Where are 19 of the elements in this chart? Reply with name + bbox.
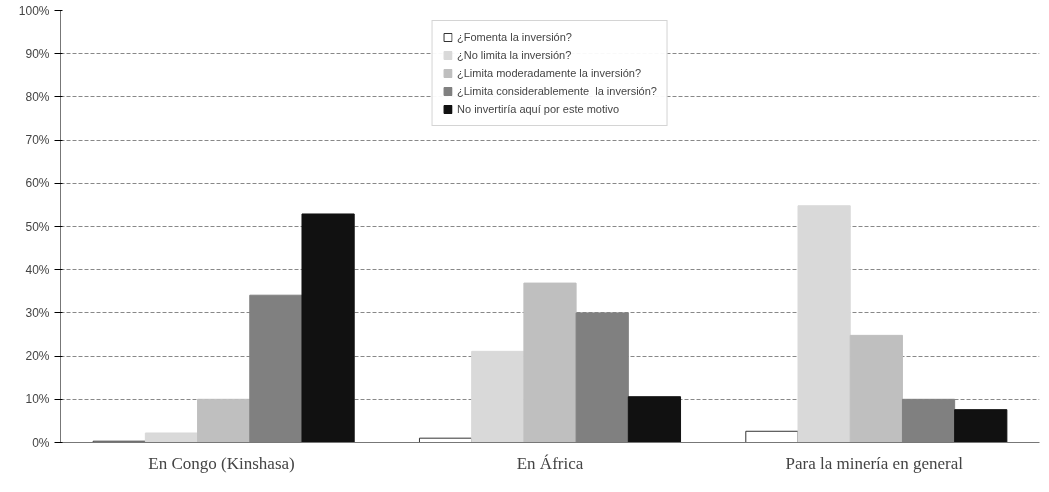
y-tick-label: 20% bbox=[25, 349, 50, 364]
y-tick-label: 10% bbox=[25, 392, 50, 407]
y-tick-label: 60% bbox=[25, 176, 50, 191]
legend-label: No invertiría aquí por este motivo bbox=[457, 103, 620, 115]
y-tick-label: 90% bbox=[25, 46, 50, 61]
legend-label: ¿No limita la inversión? bbox=[457, 49, 572, 61]
legend-label: ¿Fomenta la inversión? bbox=[457, 31, 572, 43]
y-tick-label: 100% bbox=[18, 3, 50, 18]
x-tick-label: En África bbox=[516, 453, 584, 473]
y-tick-label: 30% bbox=[25, 305, 50, 320]
x-tick-label: En Congo (Kinshasa) bbox=[148, 453, 295, 473]
x-tick-label: Para la minería en general bbox=[785, 453, 964, 473]
y-tick-label: 50% bbox=[25, 219, 50, 234]
y-tick-label: 70% bbox=[25, 133, 50, 148]
y-tick-label: 80% bbox=[25, 89, 50, 104]
legend-label: ¿Limita considerablemente la inversión? bbox=[457, 85, 657, 97]
legend-label: ¿Limita moderadamente la inversión? bbox=[457, 67, 642, 79]
y-tick-label: 40% bbox=[25, 262, 50, 277]
y-tick-label: 0% bbox=[32, 435, 50, 450]
